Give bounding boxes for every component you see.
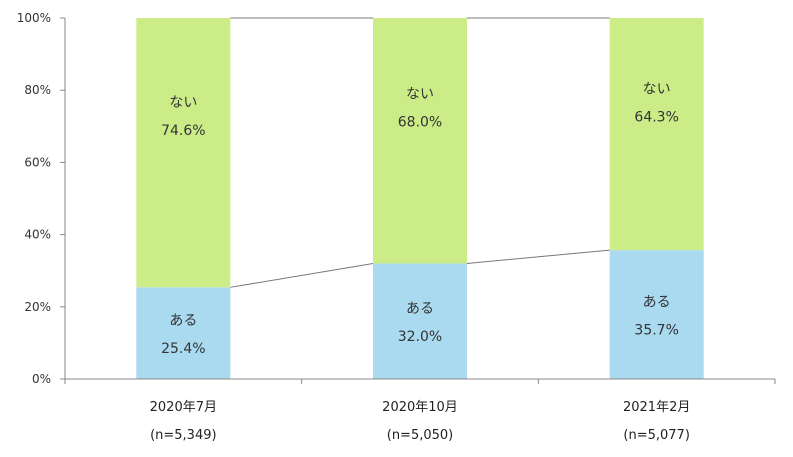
- segment-value-label: 74.6%: [161, 123, 205, 139]
- labels-layer: ある 25.4% ない 74.6% ある 32.0% ない 68.0% ある 35.7% ない 64.…: [161, 82, 679, 358]
- connector-line: [466, 249, 610, 264]
- segment-value-label: 32.0%: [398, 329, 442, 345]
- x-category-sample-size: (n=5,077): [623, 428, 690, 443]
- x-category-sample-size: (n=5,050): [387, 428, 454, 443]
- x-category-label: 2020年10月: [382, 400, 458, 415]
- bars-layer: [136, 18, 704, 379]
- x-category-label: 2020年7月: [150, 400, 217, 415]
- segment-series-label: ない: [643, 82, 671, 98]
- segment-series-label: ない: [406, 86, 434, 102]
- x-category-label: 2021年2月: [623, 400, 690, 415]
- y-tick-label: 40%: [24, 228, 51, 242]
- bar-segment-nai-2: [609, 18, 704, 251]
- y-tick-label: 0%: [32, 372, 51, 386]
- segment-series-label: ない: [169, 95, 197, 111]
- segment-series-label: ある: [643, 295, 671, 311]
- bar-segment-nai-0: [136, 18, 231, 288]
- x-category-sample-size: (n=5,349): [150, 428, 217, 443]
- bar-segment-aru-1: [373, 263, 467, 379]
- y-tick-label: 100%: [17, 11, 51, 25]
- segment-series-label: ある: [169, 313, 197, 329]
- bar-segment-aru-0: [136, 287, 231, 379]
- y-tick-label: 20%: [24, 300, 51, 314]
- axes-layer: 0% 20% 40% 60% 80% 100% 2020年7月 (n=5,349) 2020年1…: [17, 11, 776, 443]
- segment-value-label: 25.4%: [161, 341, 205, 357]
- bar-segment-nai-1: [373, 18, 467, 264]
- segment-value-label: 68.0%: [398, 114, 442, 130]
- segment-value-label: 64.3%: [634, 110, 678, 126]
- connector-line: [230, 262, 374, 288]
- segment-series-label: ある: [406, 301, 434, 317]
- y-tick-label: 60%: [24, 155, 51, 169]
- connector-lines-layer: [230, 17, 610, 288]
- bar-segment-aru-2: [609, 250, 704, 379]
- y-tick-label: 80%: [24, 83, 51, 97]
- segment-value-label: 35.7%: [634, 323, 678, 339]
